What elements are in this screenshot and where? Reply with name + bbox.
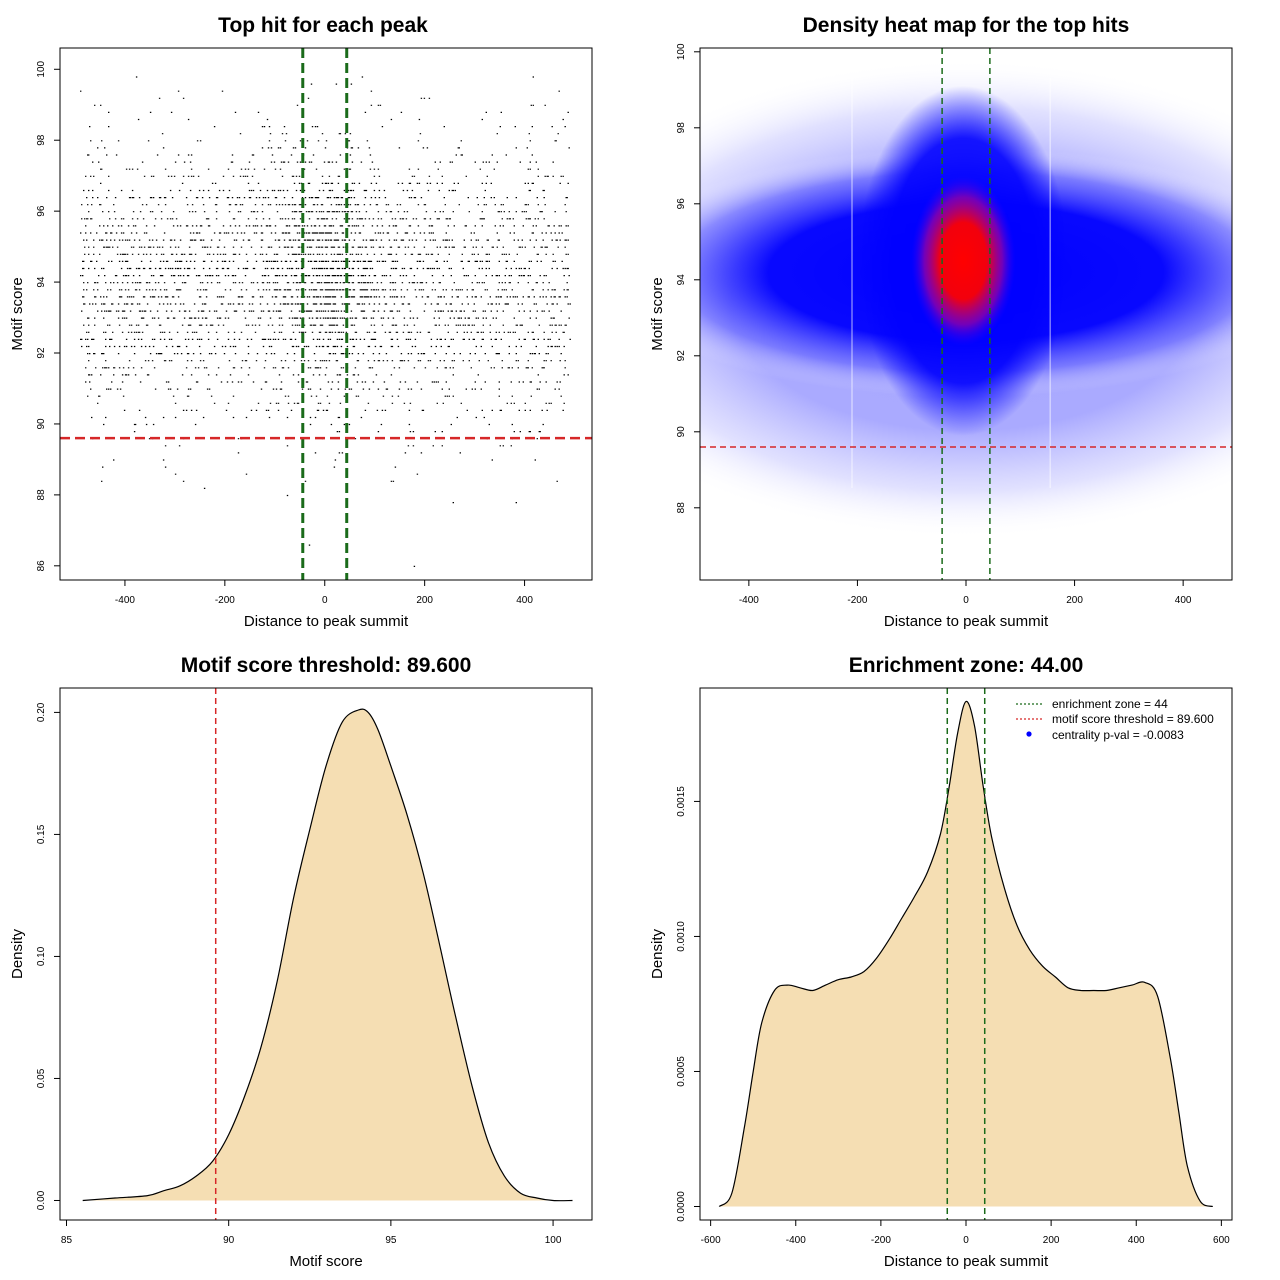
y-tick-label: 98 (676, 122, 687, 134)
x-tick-label: -200 (215, 595, 235, 606)
density-fill (719, 701, 1213, 1207)
score-density-panel: Motif score threshold: 89.600 Motif scor… (9, 654, 593, 1270)
density-curve (718, 700, 1214, 1208)
axes: -400 -200 0 200 400 86 88 90 92 94 96 98 100 (36, 61, 533, 606)
y-tick-label: 88 (676, 502, 687, 514)
y-tick-label: 90 (36, 418, 47, 430)
x-tick-label: -400 (786, 1235, 806, 1246)
y-tick-label: 96 (676, 198, 687, 210)
y-tick-label: 100 (36, 61, 47, 78)
y-axis-label: Density (9, 928, 26, 979)
scatter-points (80, 76, 571, 568)
y-tick-label: 94 (676, 274, 687, 286)
x-tick-label: 0 (963, 595, 969, 606)
x-tick-label: 400 (516, 595, 533, 606)
plot-frame (59, 47, 593, 581)
legend-entry-threshold: motif score threshold = 89.600 (1016, 712, 1214, 726)
x-axis-label: Motif score (289, 1253, 362, 1270)
x-tick-label: -400 (739, 595, 759, 606)
x-tick-label: -200 (871, 1235, 891, 1246)
reference-lines (700, 48, 1232, 580)
x-tick-label: 85 (61, 1235, 73, 1246)
y-axis-label: Density (649, 928, 666, 979)
data-points (80, 76, 571, 568)
heatmap-panel: Density heat map for the top hits Distan… (649, 14, 1233, 630)
x-tick-label: -200 (847, 595, 867, 606)
legend: enrichment zone = 44 motif score thresho… (1016, 697, 1214, 742)
chart-title: Motif score threshold: 89.600 (181, 654, 472, 677)
density-heatmap (700, 48, 1232, 580)
distance-density-panel: Enrichment zone: 44.00 Distance to peak … (649, 654, 1233, 1270)
reference-lines (60, 48, 592, 580)
y-tick-label: 0.0015 (676, 786, 687, 817)
x-tick-label: 200 (416, 595, 433, 606)
scatter-panel: Top hit for each peak Distance to peak s… (9, 14, 593, 630)
chart-title: Enrichment zone: 44.00 (849, 654, 1084, 677)
plot-frame (59, 687, 593, 1221)
x-tick-label: -600 (701, 1235, 721, 1246)
y-tick-label: 0.0005 (676, 1056, 687, 1087)
y-tick-label: 0.10 (36, 946, 47, 966)
x-tick-label: 400 (1175, 595, 1192, 606)
x-tick-label: 200 (1066, 595, 1083, 606)
y-tick-label: 92 (36, 347, 47, 359)
x-tick-label: 95 (385, 1235, 397, 1246)
legend-label: enrichment zone = 44 (1052, 697, 1168, 711)
y-tick-label: 0.0010 (676, 921, 687, 952)
density-area (82, 688, 573, 1220)
axes: 85 90 95 100 0.00 0.05 0.10 0.15 0.20 (36, 702, 562, 1246)
chart-title: Density heat map for the top hits (803, 14, 1130, 37)
axes: -400 -200 0 200 400 88 90 92 94 96 98 100 (676, 43, 1192, 606)
x-axis-label: Distance to peak summit (884, 613, 1049, 630)
y-tick-label: 100 (676, 43, 687, 60)
y-tick-label: 94 (36, 276, 47, 288)
legend-entry-enrichment: enrichment zone = 44 (1016, 697, 1168, 711)
x-tick-label: 0 (322, 595, 328, 606)
x-axis-label: Distance to peak summit (244, 613, 409, 630)
y-tick-label: 98 (36, 134, 47, 146)
x-tick-label: 0 (963, 1235, 969, 1246)
x-tick-label: 400 (1128, 1235, 1145, 1246)
y-tick-label: 88 (36, 489, 47, 501)
y-tick-label: 96 (36, 205, 47, 217)
x-tick-label: 90 (223, 1235, 235, 1246)
y-tick-label: 86 (36, 560, 47, 572)
y-tick-label: 0.05 (36, 1068, 47, 1088)
x-tick-label: 100 (545, 1235, 562, 1246)
axes: -600 -400 -200 0 200 400 600 0.0000 0.0005 0.0010… (676, 786, 1230, 1246)
y-tick-label: 0.20 (36, 702, 47, 722)
y-tick-label: 92 (676, 350, 687, 362)
legend-dot (1026, 731, 1032, 737)
y-tick-label: 0.00 (36, 1190, 47, 1210)
y-tick-label: 0.0000 (676, 1191, 687, 1222)
y-tick-label: 90 (676, 426, 687, 438)
density-fill (82, 709, 573, 1201)
x-tick-label: 200 (1043, 1235, 1060, 1246)
density-area (718, 688, 1214, 1220)
y-axis-label: Motif score (9, 277, 26, 350)
density-curve (82, 708, 573, 1202)
legend-entry-centrality: centrality p-val = -0.0083 (1026, 728, 1184, 742)
y-tick-label: 0.15 (36, 824, 47, 844)
x-axis-label: Distance to peak summit (884, 1253, 1049, 1270)
y-axis-label: Motif score (649, 277, 666, 350)
x-tick-label: 600 (1213, 1235, 1230, 1246)
chart-title: Top hit for each peak (218, 14, 428, 37)
heat-hotspot (911, 175, 1016, 346)
legend-label: centrality p-val = -0.0083 (1052, 728, 1184, 742)
x-tick-label: -400 (115, 595, 135, 606)
legend-label: motif score threshold = 89.600 (1052, 712, 1214, 726)
